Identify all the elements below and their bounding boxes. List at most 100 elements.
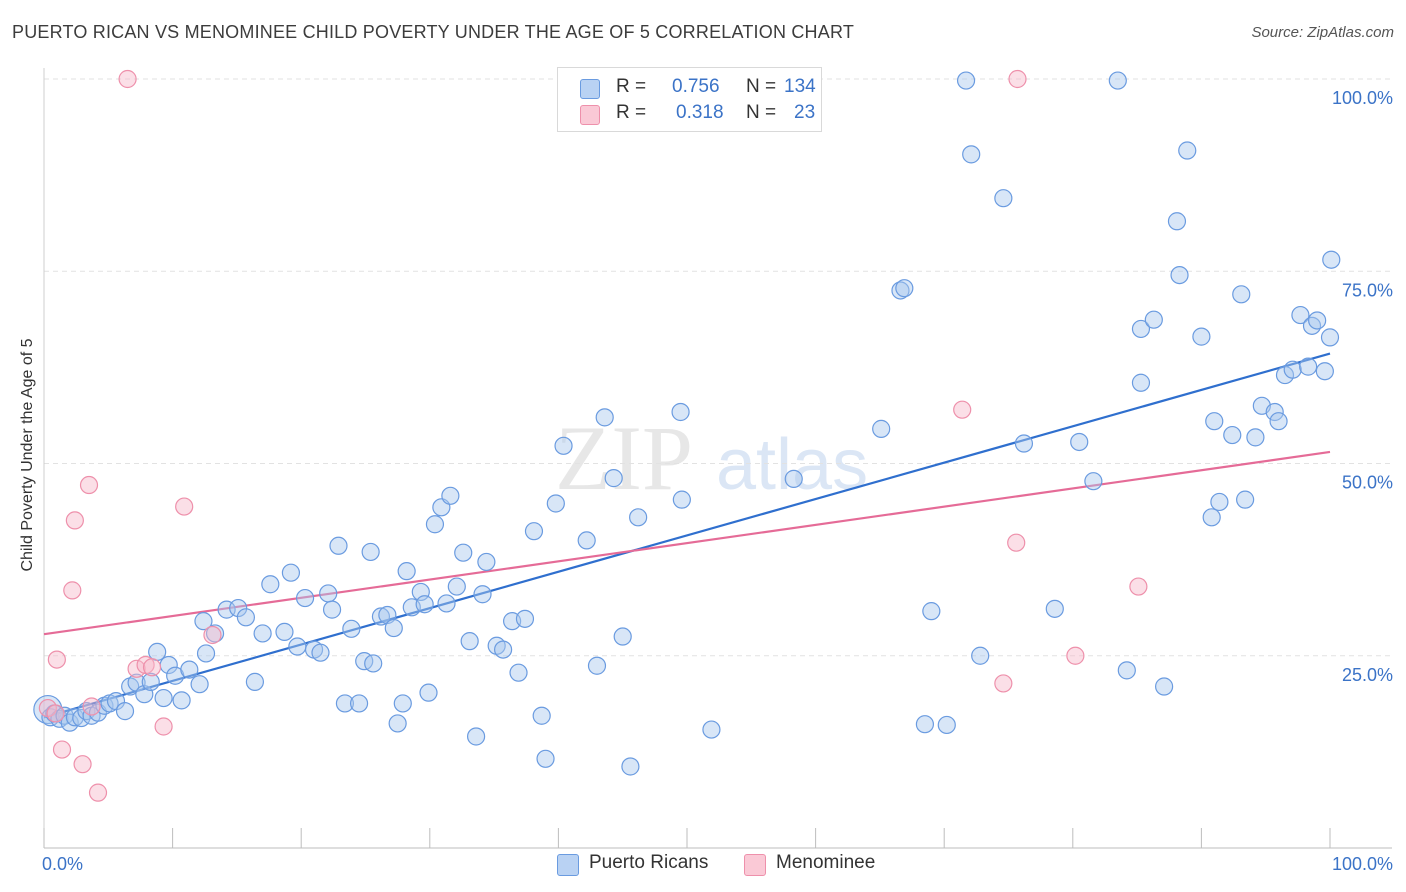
puerto-rican-point (295, 588, 315, 608)
puerto-rican-point (180, 660, 199, 679)
legend-swatch-blue (580, 79, 600, 99)
puerto-rican-point (473, 585, 492, 604)
menominee-point (1129, 577, 1148, 596)
legend-r-value: 0.756 (672, 76, 720, 97)
menominee-point (203, 625, 222, 645)
puerto-rican-point (141, 672, 160, 691)
tick-labels: 25.0% 50.0% 75.0% 100.0% 0.0% 100.0% (42, 88, 1393, 874)
puerto-rican-point (115, 702, 135, 721)
puerto-rican-point (1202, 508, 1221, 527)
puerto-rican-point (477, 552, 496, 572)
puerto-rican-point (364, 654, 383, 673)
menominee-point (46, 704, 65, 723)
puerto-rican-point (1232, 285, 1251, 304)
menominee-point (82, 697, 101, 716)
puerto-rican-point (1117, 661, 1136, 680)
puerto-rican-point (1192, 327, 1211, 346)
puerto-rican-point (672, 490, 691, 509)
watermark-atlas: atlas (716, 425, 868, 505)
puerto-rican-point (1322, 250, 1341, 269)
menominee-point (63, 581, 82, 600)
y-tick-label: 25.0% (1342, 665, 1393, 685)
puerto-rican-point (1315, 362, 1334, 381)
legend-r-label: R = (616, 76, 647, 97)
puerto-rican-point (281, 563, 301, 582)
x-tick-label: 0.0% (42, 854, 83, 874)
puerto-rican-point (1246, 428, 1265, 447)
puerto-rican-point (1170, 265, 1189, 285)
puerto-rican-point (229, 598, 248, 618)
menominee-point (154, 717, 173, 736)
puerto-rican-point (415, 595, 434, 614)
y-axis-label: Child Poverty Under the Age of 5 (19, 338, 36, 572)
menominee-point (1008, 69, 1027, 89)
puerto-rican-point (371, 607, 391, 626)
menominee-point (65, 511, 84, 530)
puerto-rican-point (319, 584, 338, 603)
puerto-rican-point (962, 145, 981, 164)
puerto-rican-point (261, 575, 280, 594)
puerto-rican-point (194, 612, 213, 631)
puerto-rican-point (60, 713, 79, 732)
puerto-rican-point (1283, 360, 1302, 379)
puerto-rican-point (288, 637, 307, 656)
legend-r-label: R = (616, 102, 647, 123)
menominee-point (142, 658, 162, 677)
puerto-rican-point (1144, 310, 1163, 329)
puerto-rican-point (460, 632, 479, 651)
menominee-point (47, 650, 66, 669)
puerto-rican-point (154, 688, 173, 708)
puerto-rican-point (577, 531, 596, 550)
puerto-rican-point (275, 622, 294, 642)
puerto-rican-point (1045, 599, 1064, 618)
puerto-rican-point (971, 646, 990, 665)
bottom-legend-label: Menominee (776, 852, 876, 873)
menominee-point (88, 783, 108, 802)
bottom-legend-label: Puerto Ricans (589, 852, 709, 873)
menominee-point (127, 659, 146, 678)
chart-title: PUERTO RICAN VS MENOMINEE CHILD POVERTY … (12, 22, 855, 42)
menominee-point (1007, 533, 1026, 552)
puerto-rican-point (245, 672, 265, 691)
puerto-rican-point (1236, 490, 1255, 509)
puerto-rican-point (1155, 677, 1174, 696)
puerto-rican-point (335, 694, 355, 713)
puerto-rican-point (1223, 425, 1242, 445)
puerto-rican-point (1108, 71, 1127, 90)
puerto-rican-point (604, 469, 623, 488)
puerto-rican-point (554, 436, 573, 455)
puerto-rican-point (784, 469, 803, 488)
puerto-rican-point (437, 594, 456, 613)
puerto-rican-point (419, 683, 438, 702)
puerto-rican-point (311, 643, 330, 662)
puerto-rican-point (466, 727, 486, 746)
puerto-rican-point (349, 694, 369, 713)
puerto-rican-point (956, 71, 976, 90)
puerto-rican-point (397, 562, 416, 581)
puerto-rican-trendline (43, 352, 1331, 719)
bottom-legend-swatch-blue (557, 854, 579, 876)
puerto-rican-point (384, 618, 403, 638)
puerto-rican-point (1320, 328, 1340, 347)
menominee-point (52, 740, 72, 759)
watermark: ZIP atlas (555, 407, 868, 509)
puerto-rican-point (702, 720, 721, 739)
correlation-legend: R = 0.756 N = 134 R = 0.318 N = 23 (557, 67, 822, 132)
menominee-trendline (43, 450, 1331, 636)
puerto-rican-point (441, 486, 460, 505)
puerto-rican-point (895, 279, 914, 298)
puerto-rican-point (915, 715, 935, 734)
y-tick-label: 50.0% (1342, 473, 1393, 493)
menominee-point (118, 69, 137, 89)
puerto-rican-point (361, 542, 380, 562)
puerto-rican-point (515, 609, 535, 628)
legend-n-label: N = (746, 102, 777, 123)
puerto-rican-point (454, 543, 473, 562)
puerto-rican-point (425, 515, 445, 534)
puerto-rican-point (629, 508, 648, 527)
puerto-rican-point (621, 757, 640, 776)
legend-swatch-pink (580, 105, 600, 125)
puerto-rican-point (524, 522, 544, 541)
puerto-rican-point (532, 706, 551, 725)
puerto-rican-point (236, 608, 256, 627)
